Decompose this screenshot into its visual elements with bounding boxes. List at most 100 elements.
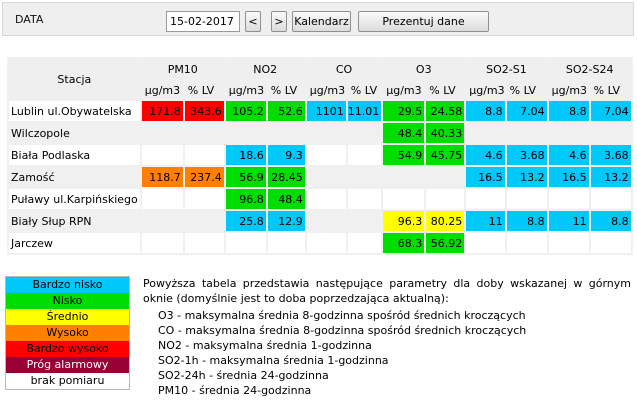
- table-row: Wilczopole 48.4 40.33: [9, 123, 631, 143]
- table-cell: [141, 123, 183, 143]
- table-cell: 8.8: [466, 101, 505, 121]
- unit-header: µg/m3: [548, 81, 589, 99]
- table-cell: [306, 189, 346, 209]
- station-name: Jarczew: [9, 233, 140, 253]
- table-cell: 48.4: [267, 189, 305, 209]
- show-data-button[interactable]: Prezentuj dane: [358, 11, 489, 32]
- table-row: Zamość 118.7 237.4 56.9 28.45 16.5 13.2 16.5 13.…: [9, 167, 631, 187]
- table-cell: 28.45: [267, 167, 305, 187]
- table-cell: [347, 145, 382, 165]
- table-cell: [267, 123, 305, 143]
- table-cell: [141, 189, 183, 209]
- table-cell: [225, 123, 266, 143]
- table-row: Lublin ul.Obywatelska 171.8 343.6 105.2 52.6…: [9, 101, 631, 121]
- table-cell: [267, 233, 305, 253]
- unit-header: µg/m3: [306, 81, 346, 99]
- table-cell: [590, 189, 631, 209]
- table-cell: 29.5: [383, 101, 425, 121]
- table-cell: 56.9: [225, 167, 266, 187]
- table-cell: [141, 145, 183, 165]
- color-legend: Bardzo nisko Nisko Średnio Wysoko Bardzo wys…: [5, 276, 130, 390]
- date-input[interactable]: [166, 11, 240, 32]
- table-cell: 18.6: [225, 145, 266, 165]
- table-cell: [306, 211, 346, 231]
- table-cell: [141, 211, 183, 231]
- pollutant-header: PM10: [141, 59, 224, 79]
- table-cell: [184, 233, 224, 253]
- measurements-table: Stacja PM10 NO2 CO O3 SO2-S1 SO2-S24 µg/…: [7, 57, 633, 255]
- table-cell: 3.68: [590, 145, 631, 165]
- unit-header: % LV: [590, 81, 631, 99]
- table-row: Biały Słup RPN 25.8 12.9 96.3 80.25 11 8.8 11 8.…: [9, 211, 631, 231]
- table-cell: 56.92: [426, 233, 465, 253]
- table-cell: [347, 123, 382, 143]
- table-cell: 52.6: [267, 101, 305, 121]
- table-cell: 8.8: [590, 211, 631, 231]
- table-cell: [306, 167, 346, 187]
- description-intro: Powyższa tabela przedstawia następujące …: [143, 277, 631, 305]
- table-row: Biała Podlaska 18.6 9.3 54.9 45.75 4.6 3.68 4.6…: [9, 145, 631, 165]
- table-cell: 54.9: [383, 145, 425, 165]
- table-cell: [426, 189, 465, 209]
- previous-day-button[interactable]: <: [245, 11, 261, 32]
- table-cell: 96.3: [383, 211, 425, 231]
- table-cell: 7.04: [590, 101, 631, 121]
- table-cell: 4.6: [548, 145, 589, 165]
- unit-header: % LV: [184, 81, 224, 99]
- table-cell: 8.8: [548, 101, 589, 121]
- table-cell: [548, 123, 589, 143]
- station-header: Stacja: [9, 59, 140, 99]
- table-cell: 4.6: [466, 145, 505, 165]
- unit-header: µg/m3: [383, 81, 425, 99]
- calendar-button[interactable]: Kalendarz: [292, 11, 351, 32]
- table-cell: [548, 189, 589, 209]
- table-cell: [590, 233, 631, 253]
- table-cell: 11: [466, 211, 505, 231]
- table-row: Puławy ul.Karpińskiego 96.8 48.4: [9, 189, 631, 209]
- unit-header: % LV: [426, 81, 465, 99]
- legend-item: Średnio: [6, 309, 129, 325]
- table-cell: [506, 189, 547, 209]
- table-cell: [306, 145, 346, 165]
- legend-item: brak pomiaru: [6, 373, 129, 389]
- table-cell: 7.04: [506, 101, 547, 121]
- description-item: CO - maksymalna średnia 8-godzinna spośr…: [158, 324, 527, 337]
- table-cell: 45.75: [426, 145, 465, 165]
- table-cell: 24.58: [426, 101, 465, 121]
- table-cell: [548, 233, 589, 253]
- table-cell: [306, 123, 346, 143]
- unit-header: µg/m3: [466, 81, 505, 99]
- pollutant-header: NO2: [225, 59, 305, 79]
- table-cell: 16.5: [466, 167, 505, 187]
- table-cell: [184, 189, 224, 209]
- table-cell: 11.01: [347, 101, 382, 121]
- table-cell: [347, 233, 382, 253]
- date-label: DATA: [15, 13, 44, 26]
- table-cell: [426, 167, 465, 187]
- table-cell: [184, 211, 224, 231]
- table-cell: [383, 167, 425, 187]
- table-cell: [590, 123, 631, 143]
- table-cell: 9.3: [267, 145, 305, 165]
- description-item: O3 - maksymalna średnia 8-godzinna spośr…: [158, 309, 526, 322]
- unit-header: % LV: [506, 81, 547, 99]
- unit-header: % LV: [347, 81, 382, 99]
- table-cell: [347, 211, 382, 231]
- next-day-button[interactable]: >: [271, 11, 287, 32]
- table-cell: [506, 123, 547, 143]
- table-cell: [347, 167, 382, 187]
- table-cell: 105.2: [225, 101, 266, 121]
- table-row: Jarczew 68.3 56.92: [9, 233, 631, 253]
- table-cell: [306, 233, 346, 253]
- table-cell: [347, 189, 382, 209]
- table-cell: 11: [548, 211, 589, 231]
- station-name: Wilczopole: [9, 123, 140, 143]
- description-item: SO2-1h - maksymalna średnia 1-godzinna: [158, 354, 389, 367]
- table-cell: 13.2: [506, 167, 547, 187]
- unit-header: µg/m3: [141, 81, 183, 99]
- table-cell: 96.8: [225, 189, 266, 209]
- table-cell: 48.4: [383, 123, 425, 143]
- table-cell: 237.4: [184, 167, 224, 187]
- station-name: Biała Podlaska: [9, 145, 140, 165]
- station-name: Biały Słup RPN: [9, 211, 140, 231]
